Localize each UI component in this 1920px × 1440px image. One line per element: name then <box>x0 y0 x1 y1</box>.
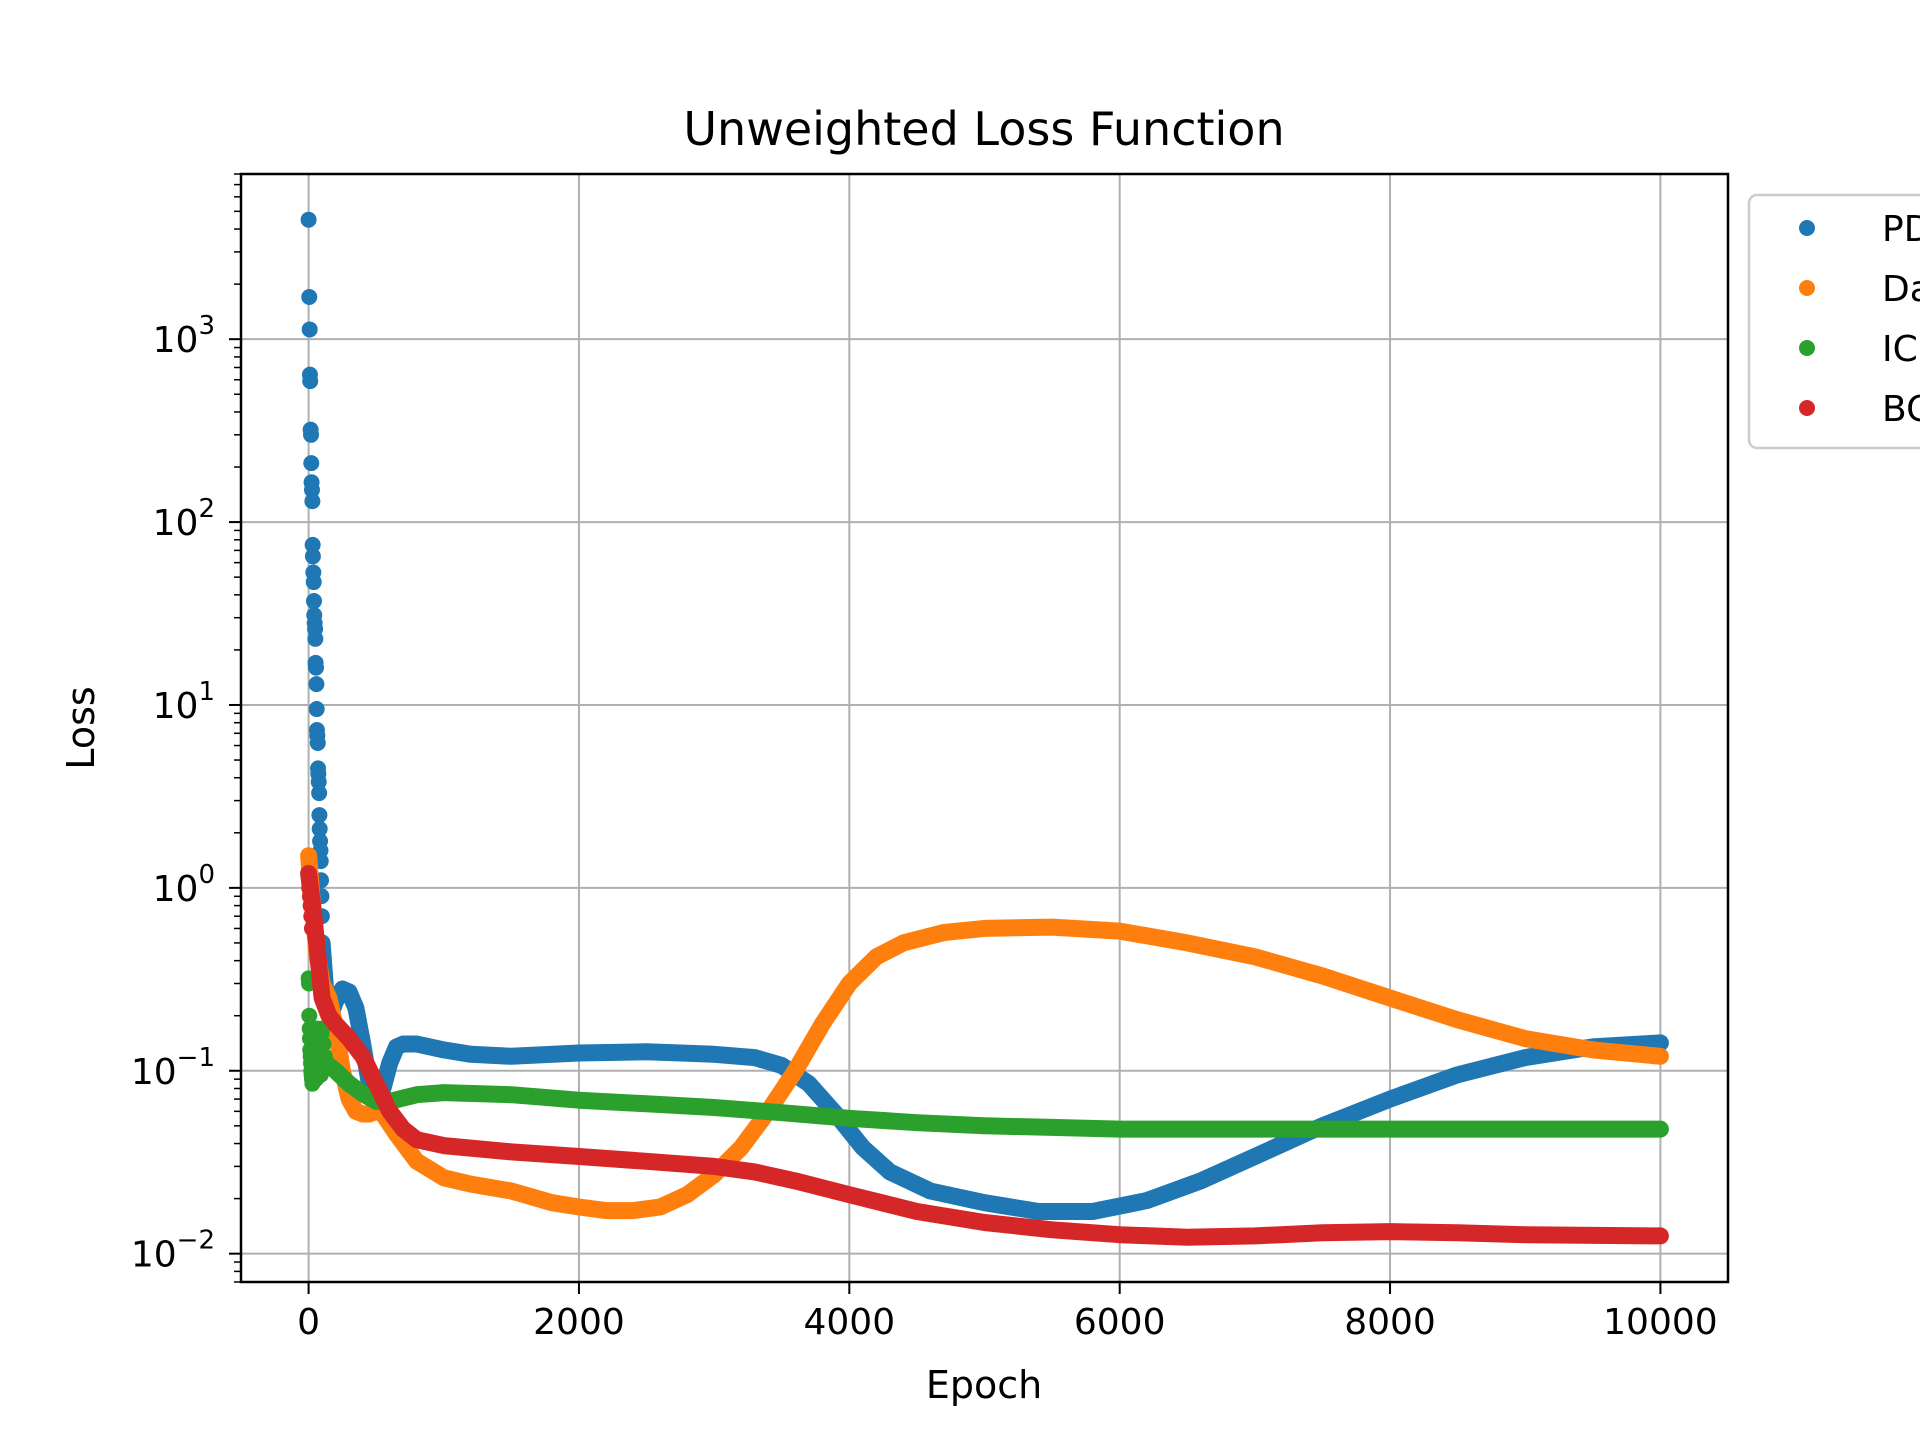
data-point <box>301 321 318 338</box>
plot-background <box>241 174 1728 1282</box>
y-tick-label: 100 <box>153 860 215 910</box>
x-tick-label: 2000 <box>533 1302 625 1343</box>
legend-label: PD <box>1882 209 1920 250</box>
y-tick-exponent: −2 <box>177 1226 215 1256</box>
data-point <box>300 865 317 882</box>
legend-label: BC <box>1882 389 1920 430</box>
y-tick-exponent: 1 <box>198 677 215 707</box>
x-tick-label: 4000 <box>804 1302 896 1343</box>
data-point <box>304 548 321 565</box>
y-tick-label: 10−1 <box>131 1043 215 1093</box>
x-tick-label: 0 <box>297 1302 320 1343</box>
y-tick-label: 102 <box>153 494 215 544</box>
series-line-bc <box>300 864 1669 1246</box>
y-tick-base: 10 <box>153 503 199 544</box>
data-point <box>305 574 322 591</box>
data-point <box>300 211 317 228</box>
data-point <box>311 785 328 802</box>
y-tick-base: 10 <box>153 869 199 910</box>
series-bc <box>300 864 1669 1246</box>
data-point <box>311 820 328 837</box>
data-point <box>315 1036 332 1053</box>
y-tick-base: 10 <box>131 1235 177 1276</box>
data-point <box>308 701 325 718</box>
series-pd <box>300 211 1669 1220</box>
data-point <box>302 373 319 390</box>
y-tick-exponent: −1 <box>177 1043 215 1073</box>
legend-marker <box>1799 400 1815 416</box>
y-tick-label: 101 <box>153 677 215 727</box>
y-tick-label: 103 <box>153 311 215 361</box>
y-tick-label: 10−2 <box>131 1226 215 1276</box>
data-point <box>303 426 320 443</box>
x-tick-label: 10000 <box>1603 1302 1718 1343</box>
y-axis-label: Loss <box>59 686 103 769</box>
data-point <box>310 773 327 790</box>
ticks: 0 2000 4000 6000 8000 1000010−210−11001011021… <box>131 173 1718 1343</box>
x-axis-label: Epoch <box>926 1363 1042 1407</box>
data-point <box>303 908 320 925</box>
y-tick-base: 10 <box>131 1052 177 1093</box>
legend-marker <box>1799 340 1815 356</box>
legend-label: Da <box>1882 269 1920 310</box>
data-point <box>301 1007 318 1024</box>
series-ic <box>300 970 1669 1138</box>
data-point <box>303 455 320 472</box>
data-point <box>301 289 318 306</box>
x-tick-label: 8000 <box>1344 1302 1436 1343</box>
plot-frame <box>239 172 1730 1284</box>
data-point <box>308 659 325 676</box>
legend-marker <box>1799 220 1815 236</box>
data-point <box>311 807 328 824</box>
legend-label: IC <box>1882 329 1918 370</box>
data-point <box>318 1055 335 1072</box>
data-point <box>300 847 317 864</box>
y-tick-exponent: 2 <box>198 494 215 524</box>
legend-frame <box>1747 193 1920 450</box>
y-tick-exponent: 3 <box>198 311 215 341</box>
data-point <box>309 734 326 751</box>
legend-marker <box>1799 280 1815 296</box>
series-layer <box>300 211 1669 1246</box>
data-point <box>308 676 325 693</box>
grid <box>241 174 1728 1282</box>
data-point <box>305 593 322 610</box>
data-point <box>304 493 321 510</box>
series-line-ic <box>317 1054 1669 1138</box>
legend: PD Da IC BC <box>1747 193 1920 450</box>
data-point <box>303 481 320 498</box>
y-tick-base: 10 <box>153 686 199 727</box>
chart-title: Unweighted Loss Function <box>683 102 1284 156</box>
series-line-da <box>300 847 1669 1220</box>
data-point <box>303 920 320 937</box>
data-point <box>307 630 324 647</box>
y-tick-base: 10 <box>153 320 199 361</box>
data-point <box>304 536 321 553</box>
x-tick-label: 6000 <box>1074 1302 1166 1343</box>
y-tick-exponent: 0 <box>198 860 215 890</box>
series-line-pd <box>313 934 1669 1220</box>
